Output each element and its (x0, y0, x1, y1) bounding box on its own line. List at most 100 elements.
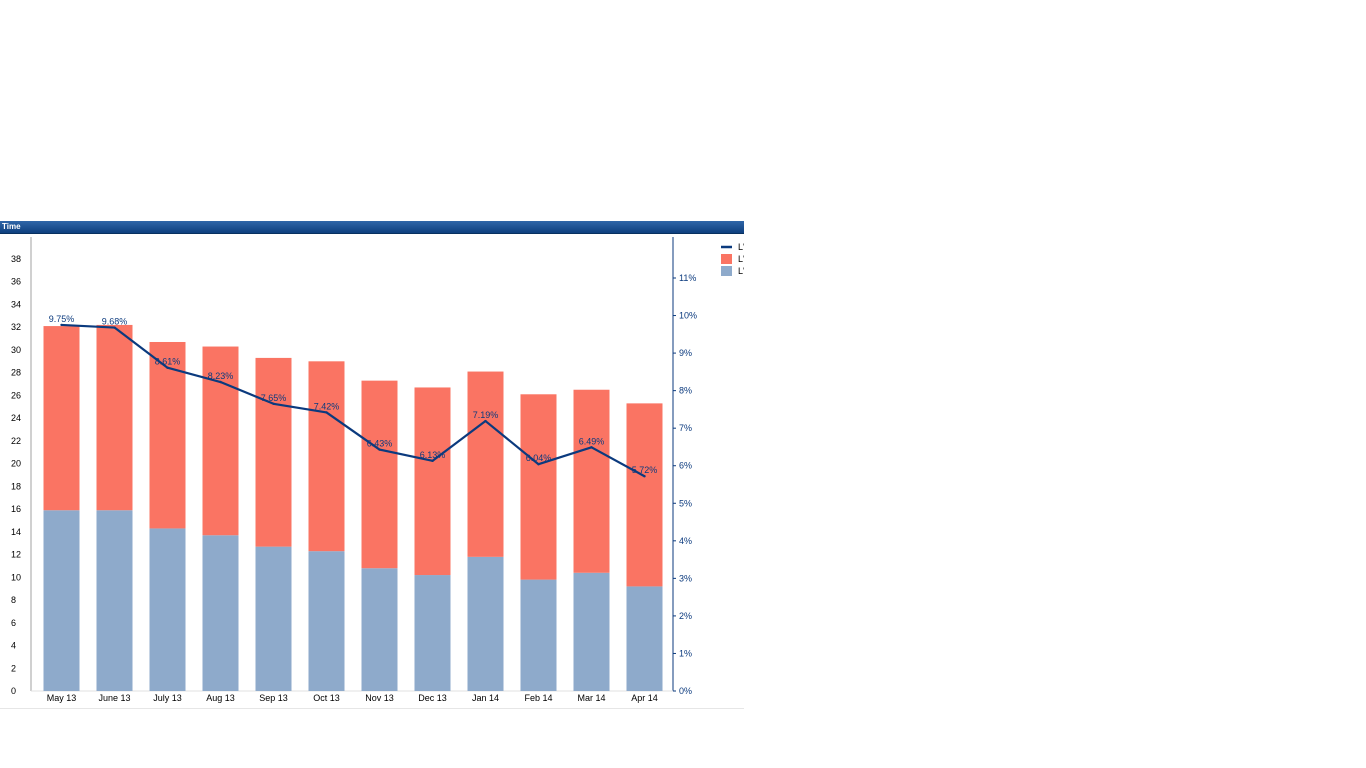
line-point-label: 6.04% (526, 453, 552, 463)
right-tick-label: 11% (679, 273, 696, 283)
bar-bottom-segment (467, 556, 504, 691)
bar-bottom-segment (520, 579, 557, 691)
line-point-label: 9.68% (102, 317, 128, 327)
left-tick-label: 2 (11, 663, 16, 673)
legend-box-swatch (721, 266, 732, 276)
bar-bottom-segment (255, 546, 292, 691)
line-point (537, 463, 540, 466)
bar-top-segment (96, 324, 133, 511)
chart-panel: Time 0 2 4 6 8 10 12 14 16 18 20 22 24 26 28 30 32 34 36 38… (0, 221, 744, 709)
line-point (219, 380, 222, 384)
left-tick-label: 18 (11, 481, 21, 491)
bar-bottom-segment (149, 528, 186, 691)
bar-top-segment (255, 357, 292, 547)
left-tick-label: 26 (11, 390, 21, 400)
line-series-path (61, 323, 646, 478)
x-tick-label: June 13 (98, 693, 130, 703)
line-point-label: 6.49% (579, 436, 605, 446)
left-tick-label: 16 (11, 504, 21, 514)
line-point (590, 446, 593, 449)
left-tick-label: 20 (11, 459, 21, 469)
legend-box-swatch (721, 254, 732, 264)
bar-bottom-segment (308, 551, 345, 691)
right-tick-label: 4% (679, 536, 692, 546)
x-tick-label: Apr 14 (631, 693, 658, 703)
line-point (643, 475, 646, 478)
bar-bottom-segment (361, 568, 398, 691)
bar-bottom-segment (414, 575, 451, 691)
right-tick-label: 3% (679, 573, 692, 583)
time-chart: 024681012141618202224262830323436380%1%2… (11, 237, 744, 703)
line-point-label: 7.42% (314, 401, 340, 411)
line-point-label: 9.75% (49, 314, 75, 324)
left-tick-label: 10 (11, 572, 21, 582)
x-tick-label: May 13 (47, 693, 77, 703)
line-point (325, 411, 328, 414)
right-tick-label: 9% (679, 348, 692, 358)
right-tick-label: 1% (679, 648, 692, 658)
left-tick-label: 36 (11, 277, 21, 287)
line-point-label: 8.23% (208, 371, 234, 381)
bar-top-segment (520, 394, 557, 580)
bar-bottom-segment (43, 510, 80, 691)
legend-label: L' (738, 254, 744, 264)
x-tick-label: Oct 13 (313, 693, 340, 703)
bar-bottom-segment (96, 510, 133, 691)
bar-top-segment (573, 389, 610, 573)
left-tick-label: 14 (11, 527, 21, 537)
left-tick-label: 8 (11, 595, 16, 605)
left-tick-label: 6 (11, 618, 16, 628)
left-tick-label: 30 (11, 345, 21, 355)
right-tick-label: 10% (679, 311, 697, 321)
left-tick-label: 34 (11, 299, 21, 309)
legend-label: L' (738, 266, 744, 276)
left-tick-label: 0 (11, 686, 16, 696)
right-tick-label: 5% (679, 498, 692, 508)
line-point (431, 459, 434, 463)
line-point (60, 323, 63, 327)
line-point-label: 6.43% (367, 439, 393, 449)
left-tick-label: 38 (11, 254, 21, 264)
x-tick-label: July 13 (153, 693, 182, 703)
bar-bottom-segment (202, 535, 239, 691)
bar-top-segment (149, 341, 186, 529)
bar-top-segment (361, 380, 398, 569)
right-tick-label: 6% (679, 461, 692, 471)
right-tick-label: 7% (679, 423, 692, 433)
left-tick-label: 24 (11, 413, 21, 423)
line-point (166, 366, 169, 369)
right-tick-label: 8% (679, 386, 692, 396)
left-tick-label: 4 (11, 641, 16, 651)
line-point-label: 6.13% (420, 450, 446, 460)
right-tick-label: 0% (679, 686, 692, 696)
bar-top-segment (414, 387, 451, 576)
legend-label: L' (738, 242, 744, 252)
x-tick-label: Mar 14 (577, 693, 605, 703)
x-tick-label: Dec 13 (418, 693, 447, 703)
bar-top-segment (467, 371, 504, 557)
line-point-label: 7.65% (261, 393, 287, 403)
line-point (484, 419, 487, 423)
bar-bottom-segment (573, 572, 610, 691)
x-tick-label: Nov 13 (365, 693, 394, 703)
line-point (113, 326, 116, 329)
line-point (378, 448, 381, 451)
bar-top-segment (308, 361, 345, 552)
x-tick-label: Feb 14 (524, 693, 552, 703)
line-point-label: 7.19% (473, 410, 499, 420)
bar-top-segment (43, 326, 80, 511)
panel-header: Time (0, 221, 744, 234)
left-tick-label: 28 (11, 368, 21, 378)
x-tick-label: Jan 14 (472, 693, 499, 703)
line-point-label: 5.72% (632, 465, 658, 475)
x-tick-label: Sep 13 (259, 693, 288, 703)
panel-title: Time (2, 222, 21, 231)
left-tick-label: 22 (11, 436, 21, 446)
bar-top-segment (626, 403, 663, 587)
line-point-label: 8.61% (155, 357, 181, 367)
right-tick-label: 2% (679, 611, 692, 621)
line-point (272, 402, 275, 405)
left-tick-label: 32 (11, 322, 21, 332)
bar-bottom-segment (626, 586, 663, 691)
x-tick-label: Aug 13 (206, 693, 235, 703)
